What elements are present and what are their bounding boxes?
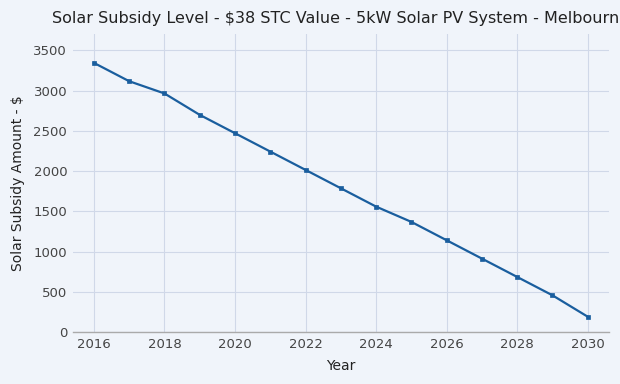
- Title: Solar Subsidy Level - $38 STC Value - 5kW Solar PV System - Melbourne: Solar Subsidy Level - $38 STC Value - 5k…: [52, 11, 620, 26]
- Y-axis label: Solar Subsidy Amount - $: Solar Subsidy Amount - $: [11, 95, 25, 271]
- X-axis label: Year: Year: [326, 359, 355, 373]
